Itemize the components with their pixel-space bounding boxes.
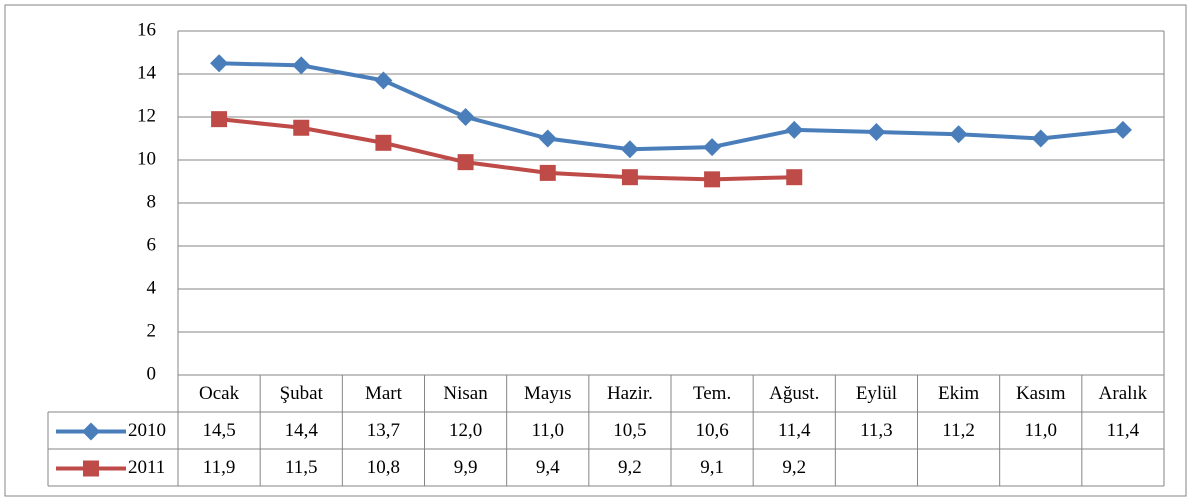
x-tick-label: Tem. [693, 383, 731, 404]
table-value: 9,1 [700, 457, 724, 478]
table-value: 11,3 [860, 420, 893, 441]
marker [211, 111, 228, 128]
marker [620, 140, 639, 159]
table-value: 11,5 [285, 457, 318, 478]
marker [785, 120, 804, 139]
x-tick-label: Şubat [280, 383, 324, 404]
table-value: 9,2 [782, 457, 806, 478]
y-tick-label: 10 [137, 148, 156, 169]
x-tick-label: Eylül [856, 383, 897, 404]
table-value: 11,0 [531, 420, 564, 441]
x-tick-label: Mayıs [524, 383, 572, 404]
marker [293, 119, 310, 136]
table-value: 11,2 [942, 420, 975, 441]
table-value: 10,6 [695, 420, 728, 441]
table-value: 10,8 [367, 457, 400, 478]
x-tick-label: Aralık [1099, 383, 1148, 404]
table-value: 11,9 [203, 457, 236, 478]
table-value: 11,4 [1107, 420, 1140, 441]
marker [786, 169, 803, 186]
table-value: 13,7 [367, 420, 400, 441]
marker [456, 108, 475, 126]
marker [1031, 129, 1050, 148]
y-tick-label: 12 [137, 105, 156, 126]
marker [867, 123, 886, 142]
series-line [219, 61, 1124, 152]
x-tick-label: Kasım [1016, 383, 1066, 404]
legend-marker [83, 460, 99, 477]
marker [292, 56, 311, 75]
legend-label: 2011 [128, 457, 165, 478]
y-tick-label: 0 [147, 363, 157, 384]
legend-marker [82, 422, 100, 441]
marker [704, 171, 721, 188]
table-value: 9,4 [536, 457, 560, 478]
y-tick-label: 14 [137, 62, 157, 83]
table-value: 10,5 [613, 420, 646, 441]
x-tick-label: Mart [365, 383, 403, 404]
y-tick-label: 2 [147, 320, 157, 341]
marker [539, 164, 556, 181]
marker [210, 54, 229, 73]
x-tick-label: Hazir. [607, 383, 653, 404]
marker [621, 169, 638, 186]
table-value: 14,4 [285, 420, 319, 441]
marker [374, 71, 393, 90]
x-tick-label: Ekim [938, 383, 979, 404]
table-value: 9,9 [454, 457, 478, 478]
x-tick-label: Ağust. [769, 383, 819, 404]
y-tick-label: 4 [147, 277, 157, 298]
marker [1113, 120, 1132, 139]
marker [457, 154, 474, 171]
table-value: 11,0 [1024, 420, 1057, 441]
table-value: 9,2 [618, 457, 642, 478]
y-tick-label: 6 [147, 234, 157, 255]
chart-border [4, 4, 1187, 497]
table-value: 12,0 [449, 420, 482, 441]
y-tick-label: 16 [137, 19, 156, 40]
marker [375, 134, 392, 151]
marker [538, 129, 557, 148]
series-line [218, 117, 795, 182]
y-tick-label: 8 [147, 191, 157, 212]
x-tick-label: Ocak [199, 383, 240, 404]
marker [949, 125, 968, 144]
table-value: 11,4 [778, 420, 811, 441]
marker [703, 138, 722, 157]
x-tick-label: Nisan [443, 383, 488, 404]
legend-label: 2010 [128, 420, 166, 441]
table-value: 14,5 [202, 420, 235, 441]
